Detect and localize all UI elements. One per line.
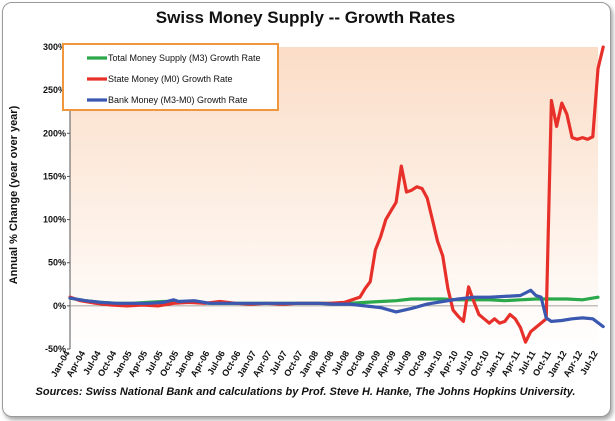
y-tick-label: 200% — [43, 128, 66, 138]
y-tick-label: 300% — [43, 42, 66, 52]
y-tick-label: -50% — [45, 344, 66, 354]
legend-label-1: State Money (M0) Growth Rate — [108, 74, 233, 84]
chart-source: Sources: Swiss National Bank and calcula… — [35, 386, 576, 398]
y-tick-label: 50% — [48, 258, 66, 268]
y-tick-label: 100% — [43, 215, 66, 225]
y-tick-label: 0% — [53, 301, 66, 311]
series-layer — [68, 45, 605, 344]
series-line-2 — [68, 288, 605, 329]
legend: Total Money Supply (M3) Growth Rate State… — [62, 43, 279, 111]
legend-label-2: Bank Money (M3-M0) Growth Rate — [108, 95, 248, 105]
legend-label-0: Total Money Supply (M3) Growth Rate — [108, 53, 261, 63]
y-tick-label: 250% — [43, 85, 66, 95]
y-tick-label: 150% — [43, 171, 66, 181]
y-axis-label-text: Annual % Change (year over year) — [8, 105, 20, 285]
chart-title: Swiss Money Supply -- Growth Rates — [155, 8, 456, 27]
